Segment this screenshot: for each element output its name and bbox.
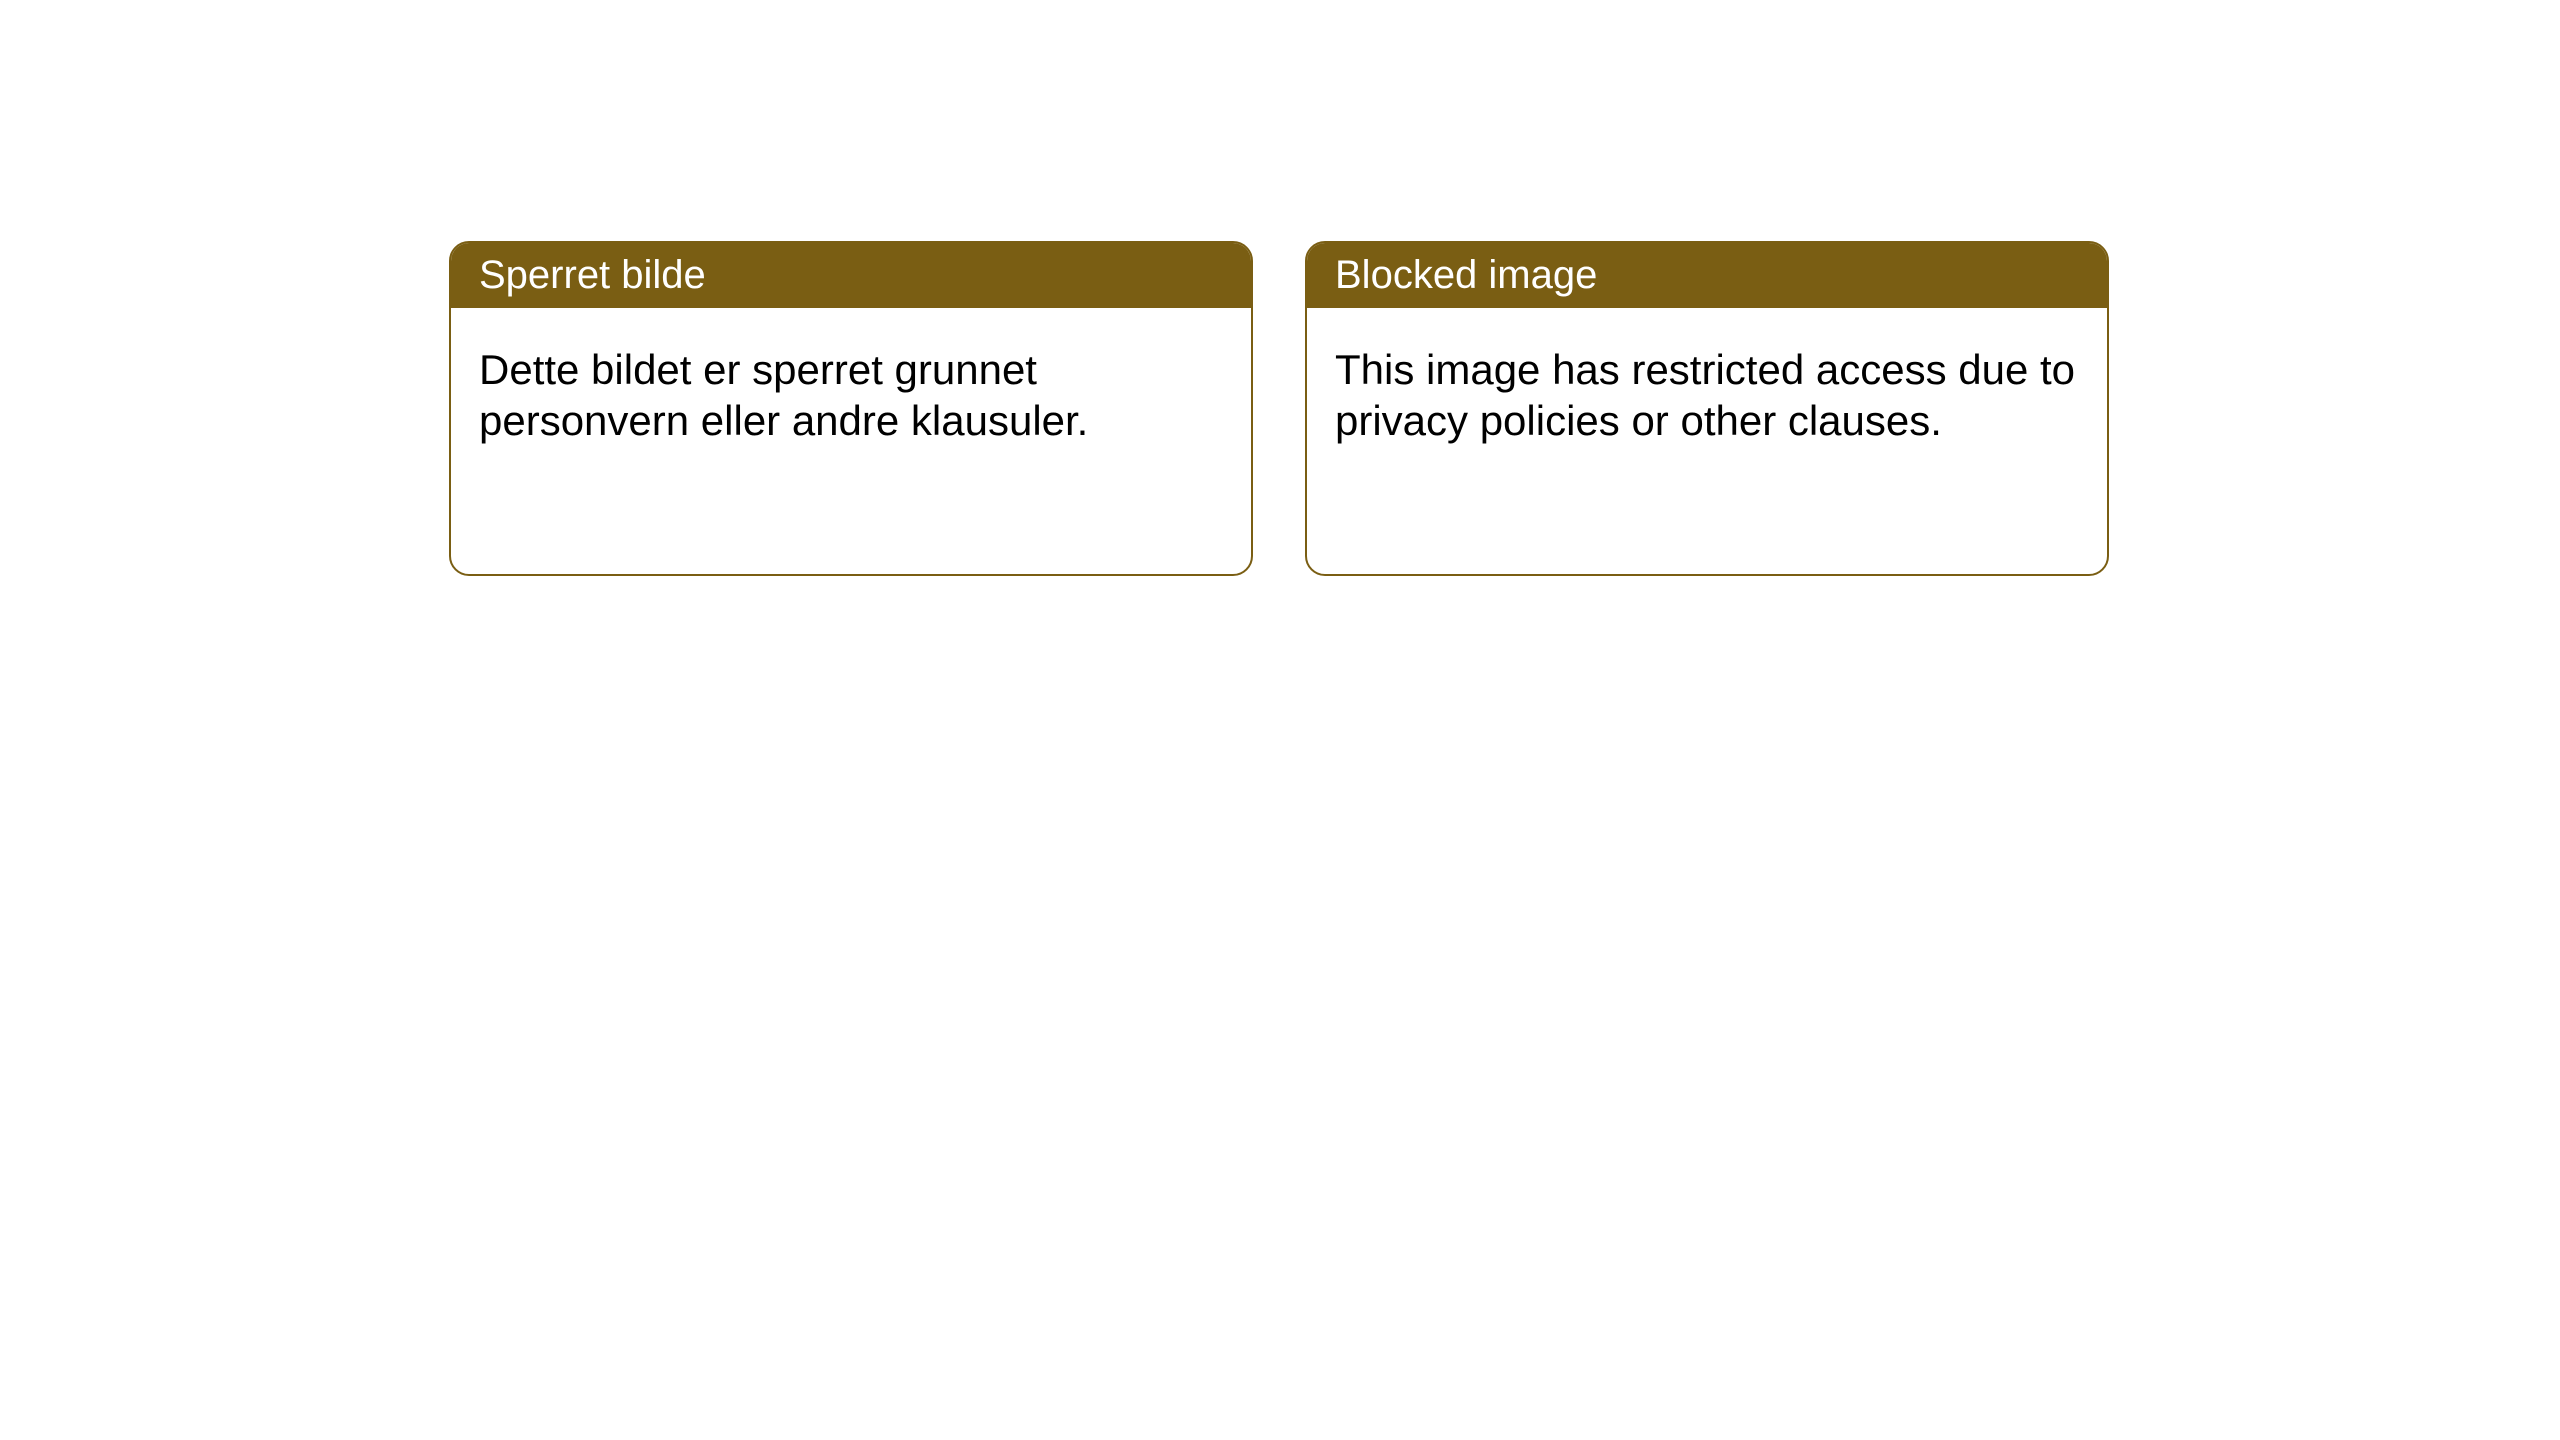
card-body: Dette bildet er sperret grunnet personve… [451, 308, 1251, 482]
card-header: Blocked image [1307, 243, 2107, 308]
card-title: Sperret bilde [479, 253, 706, 297]
card-message: Dette bildet er sperret grunnet personve… [479, 346, 1088, 444]
card-title: Blocked image [1335, 253, 1597, 297]
notice-container: Sperret bilde Dette bildet er sperret gr… [0, 0, 2560, 576]
card-header: Sperret bilde [451, 243, 1251, 308]
blocked-image-card-en: Blocked image This image has restricted … [1305, 241, 2109, 576]
card-message: This image has restricted access due to … [1335, 346, 2075, 444]
blocked-image-card-no: Sperret bilde Dette bildet er sperret gr… [449, 241, 1253, 576]
card-body: This image has restricted access due to … [1307, 308, 2107, 482]
